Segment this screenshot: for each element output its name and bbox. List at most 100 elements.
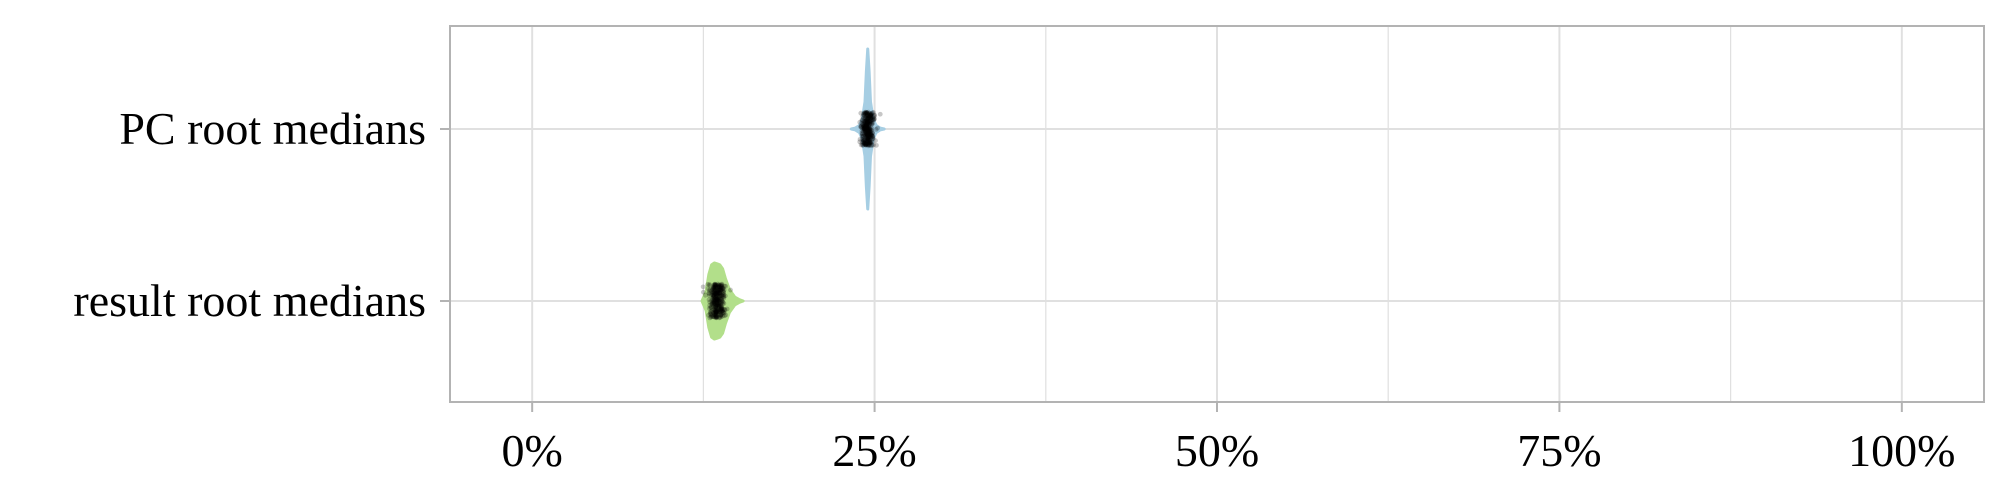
data-point <box>868 131 873 137</box>
data-point <box>714 303 720 309</box>
data-point <box>865 140 871 146</box>
data-point <box>718 297 724 302</box>
data-point <box>714 308 720 314</box>
data-point <box>863 124 868 130</box>
data-point <box>869 127 874 133</box>
data-point <box>709 296 715 302</box>
data-point <box>862 119 868 124</box>
data-point <box>712 300 718 306</box>
data-point <box>866 123 871 129</box>
data-point <box>865 120 871 126</box>
data-point <box>862 122 868 128</box>
data-point <box>869 111 874 116</box>
data-point <box>714 312 720 318</box>
data-point <box>871 114 877 119</box>
data-point <box>710 297 716 303</box>
data-point <box>713 302 719 308</box>
data-point <box>719 311 725 316</box>
data-point <box>721 310 727 316</box>
data-point <box>713 303 719 308</box>
data-point <box>713 291 719 297</box>
data-point <box>714 288 720 294</box>
violin-result-root-medians <box>700 261 745 341</box>
data-point <box>714 314 719 320</box>
data-point <box>714 291 720 297</box>
data-point <box>707 287 713 292</box>
data-point <box>718 306 724 312</box>
data-point <box>714 314 720 320</box>
data-point <box>713 282 718 288</box>
y-tick-label: PC root medians <box>119 103 426 154</box>
data-point <box>711 291 717 297</box>
data-point <box>869 117 875 123</box>
data-point <box>711 307 717 313</box>
data-point <box>867 128 873 134</box>
data-point <box>866 133 872 138</box>
data-point <box>721 309 726 315</box>
data-point <box>714 296 719 302</box>
data-point <box>713 291 719 297</box>
data-point <box>712 289 718 295</box>
data-point <box>865 111 870 116</box>
data-point <box>716 295 722 301</box>
data-point <box>870 134 876 139</box>
data-point <box>717 290 723 296</box>
data-point <box>866 123 871 129</box>
data-point <box>861 122 867 127</box>
data-point <box>869 133 875 139</box>
data-point <box>860 131 865 137</box>
data-point <box>869 121 875 127</box>
data-point <box>713 312 719 318</box>
data-point <box>863 124 869 130</box>
data-point <box>711 304 716 310</box>
data-point <box>867 135 873 141</box>
data-point <box>865 119 871 124</box>
data-point <box>864 132 870 138</box>
data-point <box>714 299 720 305</box>
data-point <box>714 296 720 301</box>
data-point <box>863 141 868 147</box>
data-point <box>714 300 720 306</box>
data-point <box>711 282 717 288</box>
data-point <box>866 136 872 142</box>
data-point <box>711 294 716 300</box>
data-point <box>710 300 716 306</box>
data-point <box>719 281 725 287</box>
data-point <box>862 128 867 134</box>
data-point <box>705 282 711 287</box>
x-tick-label: 100% <box>1848 425 1955 476</box>
data-point <box>867 139 873 145</box>
data-point <box>864 128 869 134</box>
data-point <box>865 130 871 136</box>
data-point <box>866 113 872 119</box>
data-point <box>719 293 725 299</box>
data-point <box>865 142 871 148</box>
data-point <box>718 308 724 314</box>
data-point <box>867 118 873 124</box>
data-point <box>865 118 871 124</box>
data-point <box>715 309 721 315</box>
data-point <box>718 312 724 318</box>
data-point <box>714 284 720 290</box>
data-point <box>718 313 724 318</box>
data-point <box>866 136 872 142</box>
data-point <box>866 129 871 135</box>
data-point <box>709 301 715 307</box>
data-point <box>718 301 724 307</box>
data-point <box>714 285 720 291</box>
data-point <box>868 135 874 141</box>
data-point <box>871 117 877 123</box>
data-point <box>864 110 870 116</box>
data-point <box>713 299 719 305</box>
data-point <box>865 116 871 121</box>
data-point <box>715 289 721 295</box>
data-point <box>866 134 872 140</box>
data-point <box>870 117 876 123</box>
data-point <box>869 114 874 119</box>
data-point <box>867 112 873 118</box>
data-point <box>717 301 723 306</box>
data-point <box>713 310 719 316</box>
data-point <box>707 282 713 288</box>
data-point <box>713 303 719 309</box>
